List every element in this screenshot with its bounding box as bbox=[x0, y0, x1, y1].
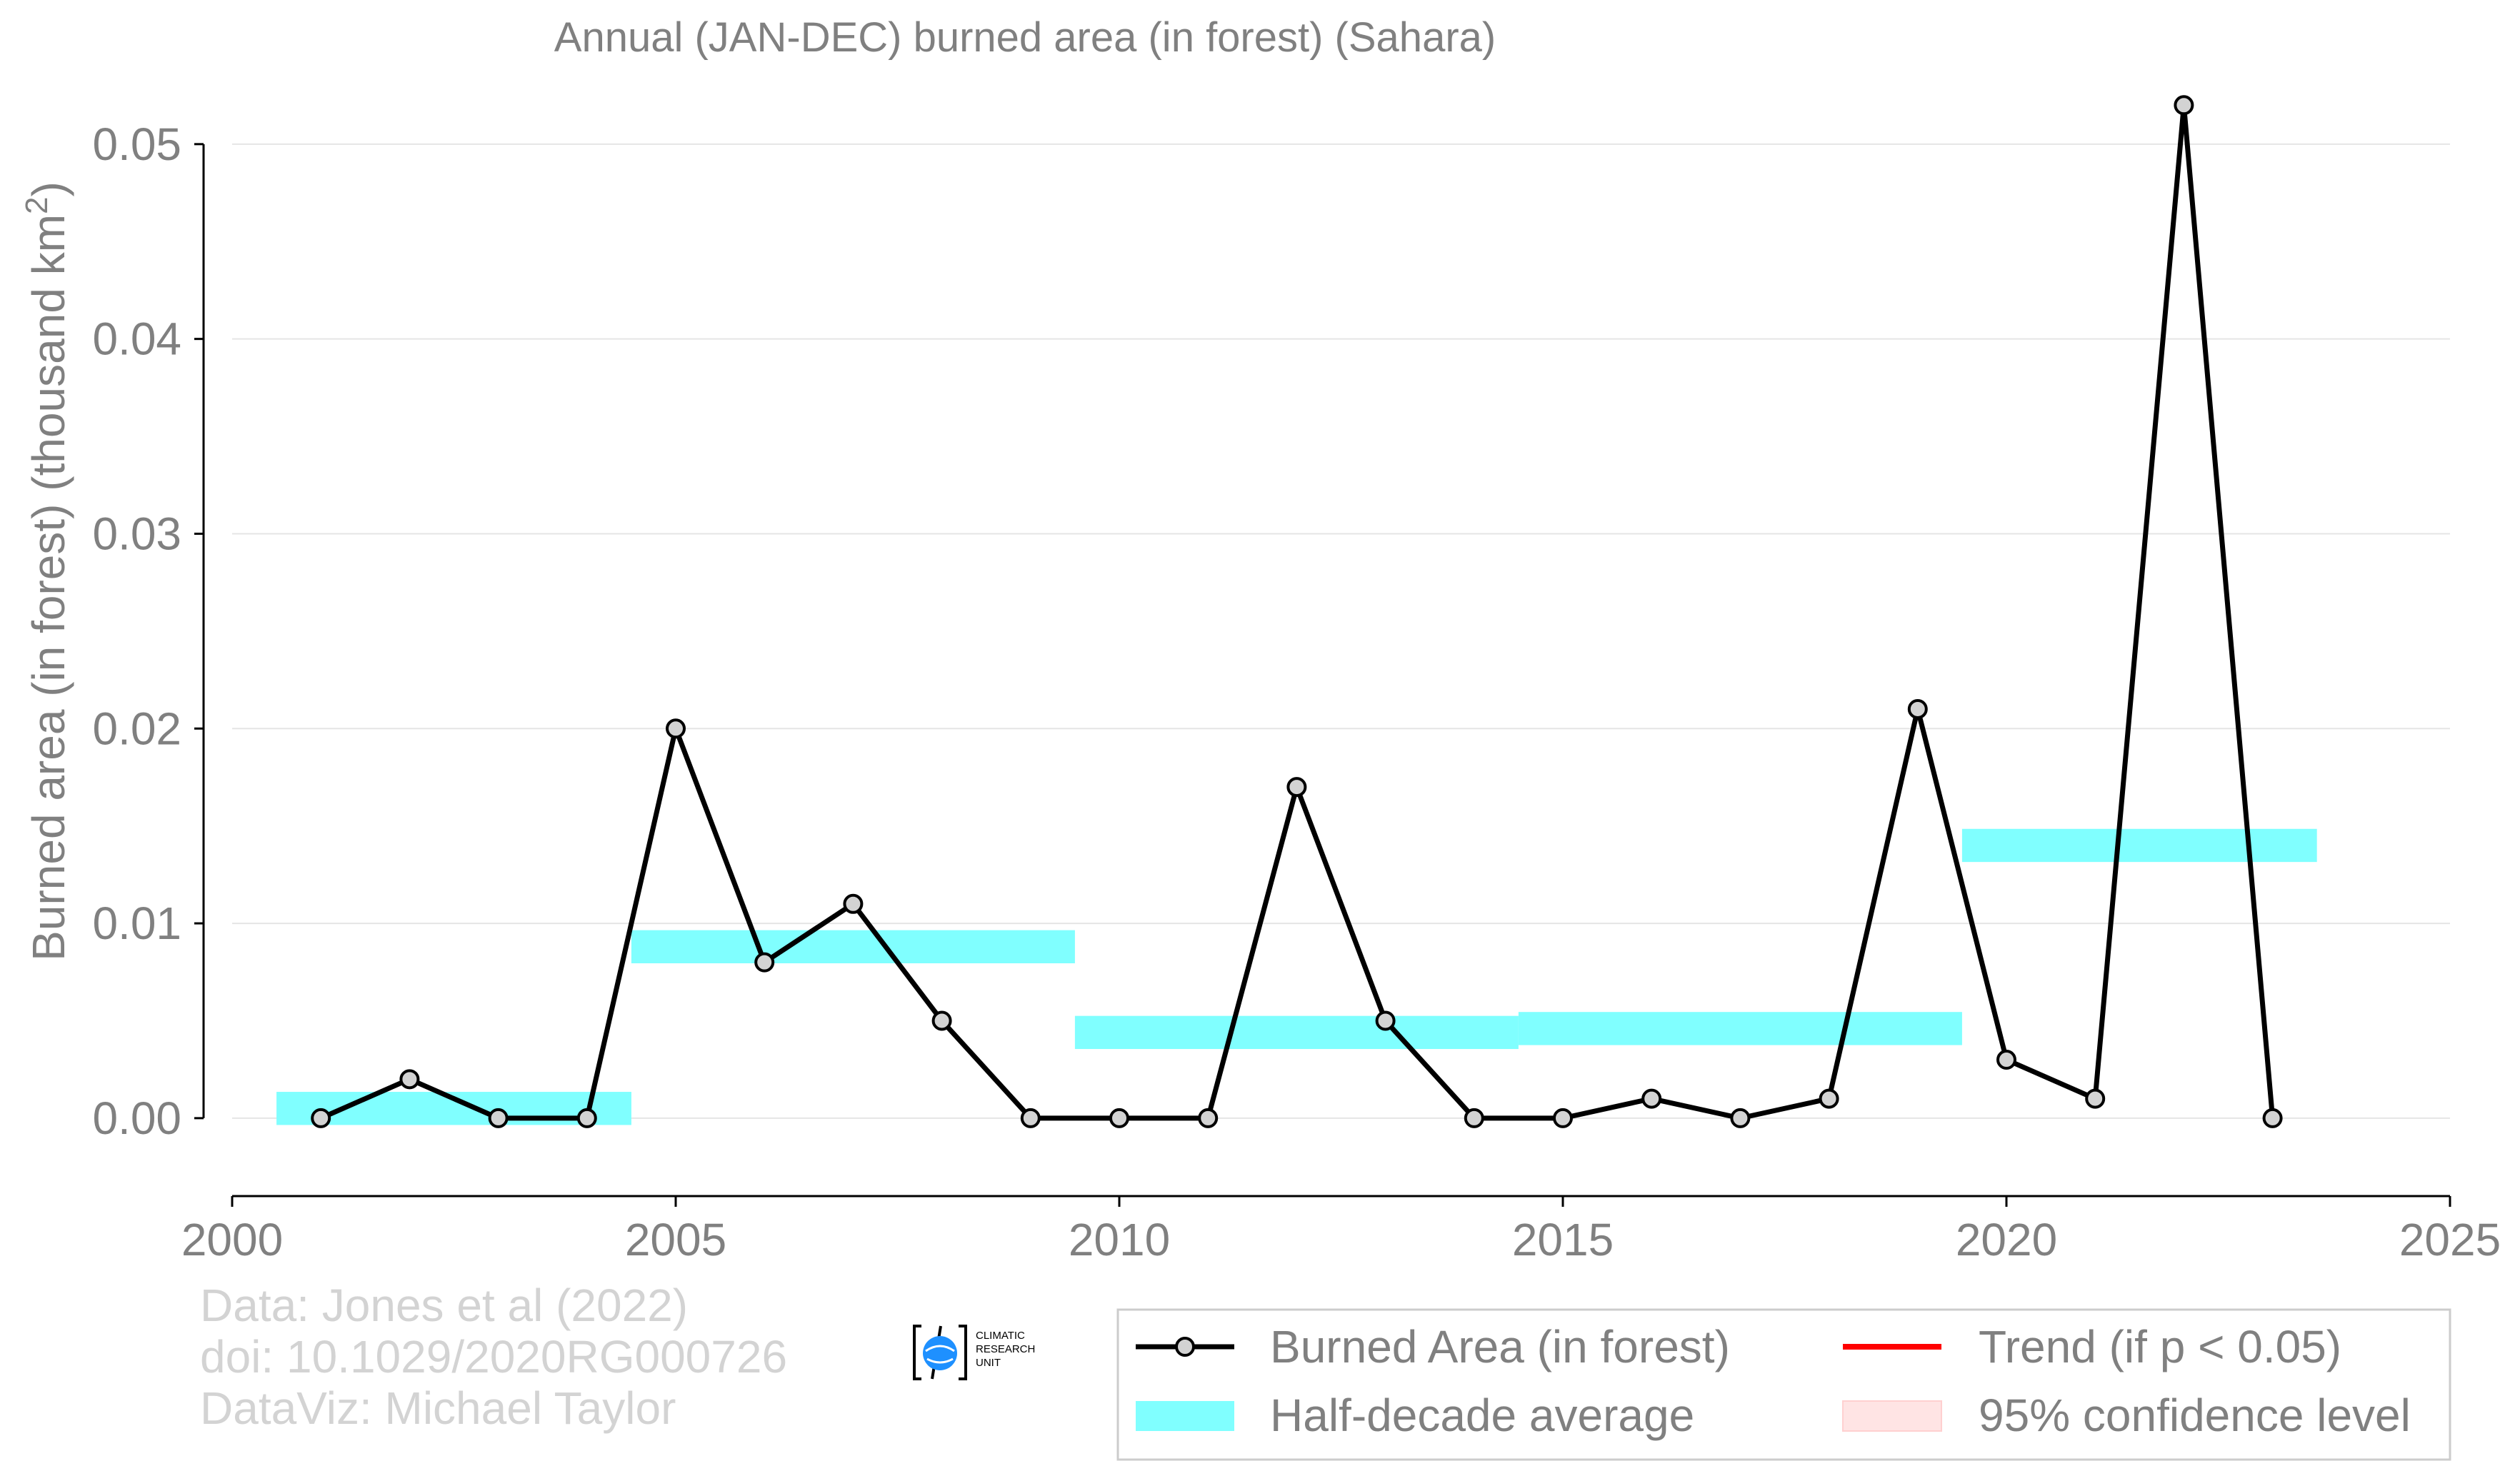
cru-logo-globe bbox=[923, 1336, 957, 1370]
half-decade-average-bar bbox=[1518, 1012, 1962, 1045]
burned-area-point bbox=[1553, 1108, 1573, 1128]
x-tick-label: 2000 bbox=[181, 1214, 283, 1265]
x-tick-label: 2015 bbox=[1512, 1214, 1614, 1265]
chart-title: Annual (JAN-DEC) burned area (in forest)… bbox=[554, 14, 1496, 61]
burned-area-point bbox=[843, 893, 864, 914]
legend-label-average: Half-decade average bbox=[1270, 1390, 1694, 1441]
credits: Data: Jones et al (2022) doi: 10.1029/20… bbox=[200, 1280, 787, 1434]
burned-area-point bbox=[1730, 1108, 1751, 1128]
y-tick-label: 0.00 bbox=[92, 1093, 181, 1144]
burned-area-point bbox=[1641, 1088, 1662, 1109]
y-gridlines bbox=[232, 143, 2450, 1119]
y-axis-label: Burned area (in forest) (thousand km2) bbox=[19, 181, 74, 961]
burned-area-point bbox=[1996, 1050, 2016, 1070]
burned-area-point bbox=[488, 1108, 509, 1128]
burned-area-point bbox=[1464, 1108, 1484, 1128]
burned-area-point bbox=[399, 1069, 420, 1090]
legend-average-swatch bbox=[1136, 1401, 1234, 1431]
y-axis-label-tail: ) bbox=[23, 181, 74, 196]
credit-data: Data: Jones et al (2022) bbox=[200, 1280, 688, 1331]
legend-label-confidence: 95% confidence level bbox=[1979, 1390, 2411, 1441]
cru-logo-globe-lines bbox=[925, 1345, 955, 1364]
half-decade-average-bars bbox=[276, 828, 2317, 1125]
x-tick-labels: 2000 2005 2010 2015 2020 2025 bbox=[181, 1196, 2501, 1265]
burned-area-point bbox=[666, 718, 686, 739]
legend-box bbox=[1116, 1308, 2451, 1461]
cru-logo-text-1: CLIMATIC bbox=[976, 1330, 1025, 1342]
legend-confidence-swatch bbox=[1842, 1400, 1942, 1432]
burned-area-series bbox=[311, 95, 2283, 1128]
x-tick-label: 2005 bbox=[625, 1214, 726, 1265]
cru-logo: CLIMATIC RESEARCH UNIT bbox=[913, 1325, 1035, 1380]
y-axis-label-superscript: 2 bbox=[19, 196, 54, 214]
legend-label-burned-area: Burned Area (in forest) bbox=[1270, 1321, 1730, 1372]
burned-area-point bbox=[1907, 698, 1928, 719]
burned-area-point bbox=[1819, 1088, 1839, 1109]
half-decade-average-bar bbox=[631, 930, 1075, 963]
burned-area-point bbox=[2262, 1108, 2283, 1128]
burned-area-point bbox=[1109, 1108, 1129, 1128]
y-tick-label: 0.02 bbox=[92, 703, 181, 754]
burned-area-line bbox=[319, 102, 2276, 1121]
burned-area-point bbox=[1375, 1010, 1396, 1031]
credit-doi: doi: 10.1029/2020RG000726 bbox=[200, 1331, 787, 1382]
legend: Burned Area (in forest) Trend (if p < 0.… bbox=[1116, 1308, 2451, 1461]
legend-label-trend: Trend (if p < 0.05) bbox=[1979, 1321, 2341, 1372]
burned-area-point bbox=[754, 952, 775, 973]
y-tick-label: 0.05 bbox=[92, 119, 181, 170]
burned-area-point bbox=[931, 1010, 952, 1031]
y-tick-labels: 0.00 0.01 0.02 0.03 0.04 0.05 bbox=[92, 119, 204, 1144]
burned-area-point bbox=[2085, 1088, 2106, 1109]
burned-area-point bbox=[576, 1108, 597, 1128]
y-axis-label-text: Burned area (in forest) (thousand km bbox=[23, 214, 74, 961]
axes bbox=[202, 144, 2450, 1198]
y-tick-label: 0.04 bbox=[92, 313, 181, 365]
burned-area-point bbox=[2174, 95, 2194, 116]
x-tick-label: 2020 bbox=[1956, 1214, 2057, 1265]
burned-area-point bbox=[311, 1108, 331, 1128]
legend-marker-swatch bbox=[1175, 1337, 1195, 1357]
burned-area-point bbox=[1020, 1108, 1041, 1128]
x-tick-label: 2025 bbox=[2399, 1214, 2501, 1265]
half-decade-average-bar bbox=[1074, 1015, 1519, 1050]
y-tick-label: 0.01 bbox=[92, 898, 181, 949]
cru-logo-text-2: RESEARCH bbox=[976, 1343, 1035, 1355]
half-decade-average-bar bbox=[1961, 828, 2317, 863]
credit-dataviz: DataViz: Michael Taylor bbox=[200, 1382, 676, 1434]
burned-area-point bbox=[1286, 777, 1307, 798]
cru-logo-text-3: UNIT bbox=[976, 1357, 1001, 1369]
burned-area-point bbox=[1198, 1108, 1219, 1128]
y-tick-label: 0.03 bbox=[92, 508, 181, 559]
x-tick-label: 2010 bbox=[1069, 1214, 1170, 1265]
